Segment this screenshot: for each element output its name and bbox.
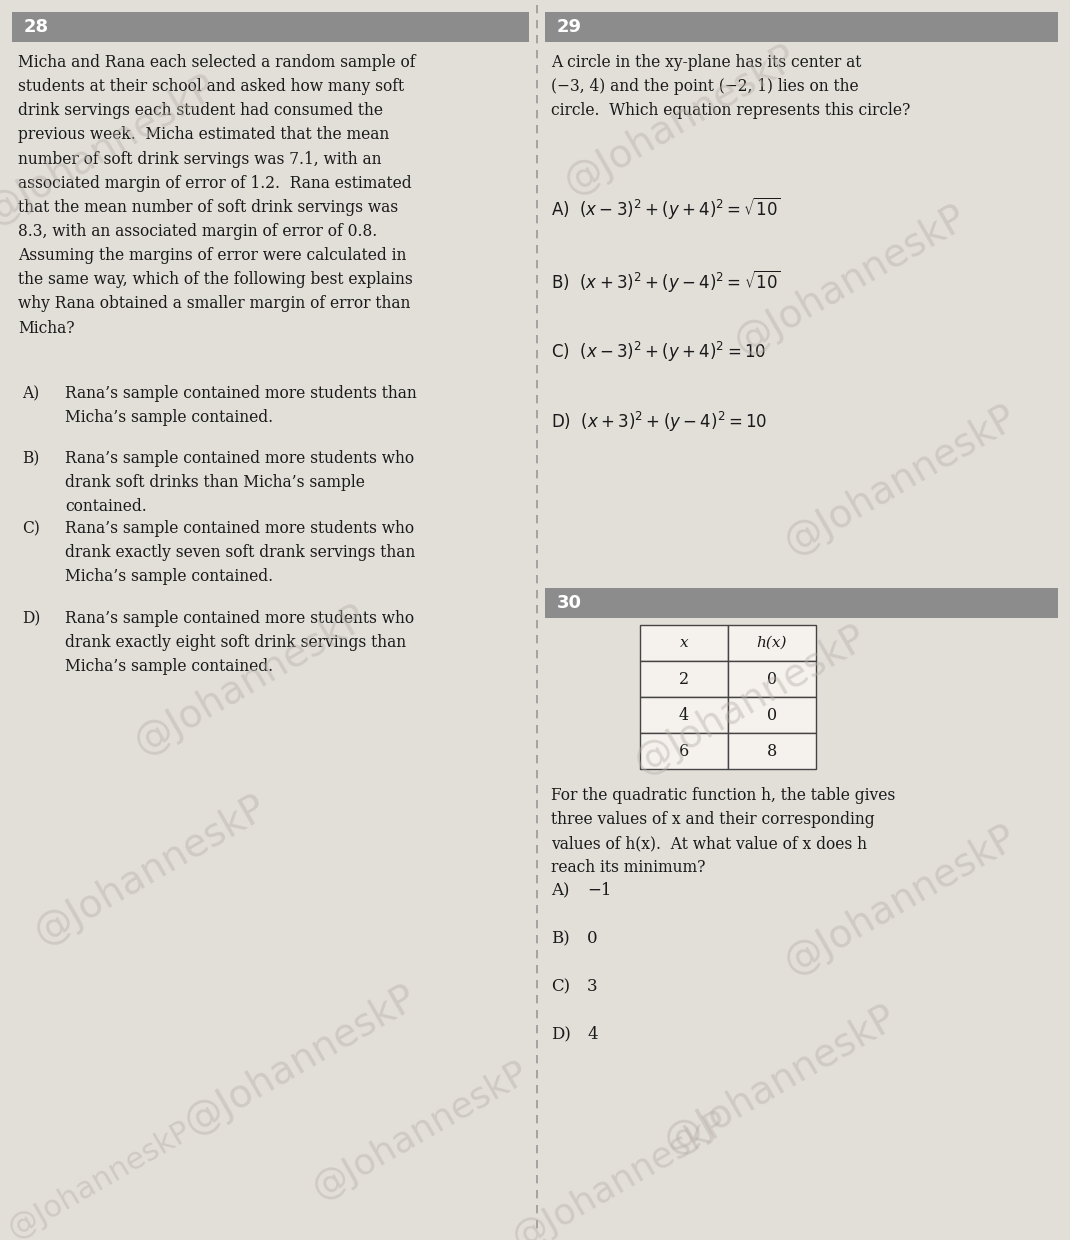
Bar <box>640 733 728 769</box>
Text: @JohanneskP: @JohanneskP <box>557 38 802 202</box>
Text: For the quadratic function h, the table gives
three values of x and their corres: For the quadratic function h, the table … <box>551 787 896 877</box>
Text: A)  $(x-3)^2+(y+4)^2=\sqrt{10}$: A) $(x-3)^2+(y+4)^2=\sqrt{10}$ <box>551 195 781 221</box>
Text: A): A) <box>22 384 40 402</box>
Text: @JohanneskP: @JohanneskP <box>306 1054 534 1205</box>
Text: B): B) <box>551 930 569 947</box>
Bar <box>728 697 816 733</box>
Text: @JohanneskP: @JohanneskP <box>728 198 973 362</box>
Text: @JohanneskP: @JohanneskP <box>127 598 373 761</box>
Text: Micha and Rana each selected a random sample of
students at their school and ask: Micha and Rana each selected a random sa… <box>18 55 415 336</box>
Text: Rana’s sample contained more students who
drank soft drinks than Micha’s sample
: Rana’s sample contained more students wh… <box>65 450 414 516</box>
Text: D)  $(x+3)^2+(y-4)^2=10$: D) $(x+3)^2+(y-4)^2=10$ <box>551 410 767 434</box>
Text: 4: 4 <box>679 707 689 723</box>
Text: 2: 2 <box>679 671 689 687</box>
Text: 28: 28 <box>24 19 49 36</box>
Text: C): C) <box>551 978 570 994</box>
Bar <box>545 12 1058 42</box>
Bar <box>640 661 728 697</box>
Text: C): C) <box>22 520 40 537</box>
Bar <box>728 625 816 661</box>
Text: B): B) <box>22 450 40 467</box>
Text: 6: 6 <box>678 743 689 759</box>
Text: @JohanneskP: @JohanneskP <box>4 1116 196 1240</box>
Text: C)  $(x-3)^2+(y+4)^2=10$: C) $(x-3)^2+(y+4)^2=10$ <box>551 340 766 365</box>
Text: 3: 3 <box>587 978 598 994</box>
Text: @JohanneskP: @JohanneskP <box>627 618 873 782</box>
Text: h(x): h(x) <box>756 636 788 650</box>
Bar <box>12 12 529 42</box>
Text: −1: −1 <box>587 882 611 899</box>
Text: @JohanneskP: @JohanneskP <box>27 789 273 952</box>
Text: A): A) <box>551 882 569 899</box>
Bar <box>728 661 816 697</box>
Bar <box>640 625 728 661</box>
Text: 0: 0 <box>587 930 598 947</box>
Text: 30: 30 <box>557 594 582 613</box>
Text: @JohanneskP: @JohanneskP <box>777 398 1023 562</box>
Text: 29: 29 <box>557 19 582 36</box>
Text: @JohanneskP: @JohanneskP <box>777 818 1023 982</box>
Bar <box>640 697 728 733</box>
Text: Rana’s sample contained more students who
drank exactly eight soft drink serving: Rana’s sample contained more students wh… <box>65 610 414 676</box>
Text: x: x <box>679 636 688 650</box>
Text: Rana’s sample contained more students who
drank exactly seven soft drank serving: Rana’s sample contained more students wh… <box>65 520 415 585</box>
Bar <box>545 588 1058 618</box>
Text: @JohanneskP: @JohanneskP <box>657 998 903 1162</box>
Text: B)  $(x+3)^2+(y-4)^2=\sqrt{10}$: B) $(x+3)^2+(y-4)^2=\sqrt{10}$ <box>551 268 781 294</box>
Text: D): D) <box>551 1025 571 1043</box>
Text: 0: 0 <box>767 671 777 687</box>
Text: D): D) <box>22 610 41 627</box>
Text: 0: 0 <box>767 707 777 723</box>
Text: 4: 4 <box>587 1025 598 1043</box>
Bar <box>728 733 816 769</box>
Text: 8: 8 <box>767 743 777 759</box>
Text: A circle in the xy-plane has its center at
(−3, 4) and the point (−2, 1) lies on: A circle in the xy-plane has its center … <box>551 55 911 119</box>
Text: Rana’s sample contained more students than
Micha’s sample contained.: Rana’s sample contained more students th… <box>65 384 416 427</box>
Text: @JohanneskP: @JohanneskP <box>178 978 423 1142</box>
Text: @JohanneskP: @JohanneskP <box>0 68 223 232</box>
Text: @JohanneskP: @JohanneskP <box>506 1105 734 1240</box>
